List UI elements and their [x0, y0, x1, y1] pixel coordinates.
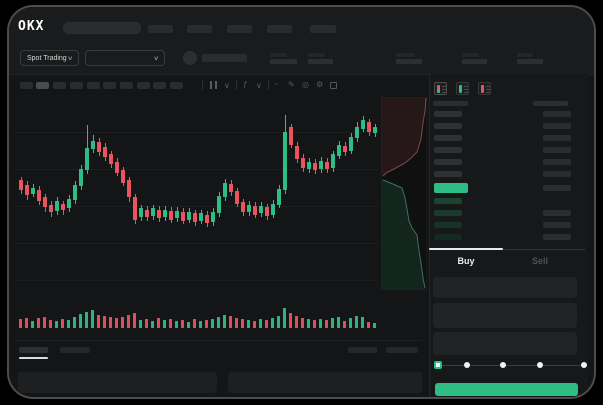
tab-sell[interactable]: Sell	[531, 256, 548, 266]
coin-icon	[183, 51, 197, 65]
book-amount-column-header	[533, 101, 568, 106]
timeframe-button[interactable]	[36, 82, 49, 89]
slider-step-dot[interactable]	[537, 362, 543, 368]
fullscreen-icon[interactable]	[330, 82, 337, 89]
app-window: OKX Spot Trading ∨ ∨	[7, 5, 596, 399]
order-total-field[interactable]	[433, 332, 577, 355]
nav-item[interactable]	[310, 25, 336, 33]
bottom-tab[interactable]	[60, 347, 90, 353]
timeframe-button[interactable]	[103, 82, 116, 89]
book-view-combined-icon[interactable]	[434, 82, 447, 95]
book-view-asks-icon[interactable]	[478, 82, 491, 95]
timeframe-button[interactable]	[53, 82, 66, 89]
header: OKX Spot Trading ∨ ∨	[9, 7, 594, 75]
chevron-down-icon: ∨	[152, 55, 159, 62]
search-input[interactable]	[63, 22, 141, 34]
snapshot-icon[interactable]: ◎	[302, 80, 309, 89]
timeframe-button[interactable]	[20, 82, 33, 89]
gridline	[15, 169, 378, 170]
bottom-panel-right[interactable]	[228, 372, 422, 393]
bottom-tab[interactable]	[19, 347, 48, 353]
order-amount-field[interactable]	[433, 303, 577, 328]
nav-item[interactable]	[227, 25, 252, 33]
bottom-active-tab-indicator	[19, 357, 48, 359]
slider-step-dot[interactable]	[500, 362, 506, 368]
pair-name-placeholder	[202, 54, 247, 62]
buy-submit-button[interactable]	[435, 383, 578, 396]
chevron-down-icon[interactable]: ∨	[256, 81, 262, 90]
chevron-down-icon: ∨	[66, 55, 73, 62]
timeframe-button[interactable]	[153, 82, 166, 89]
indicator-icon[interactable]: ƒ	[243, 80, 248, 89]
market-type-label: Spot Trading	[27, 54, 67, 62]
book-price-column-header	[433, 101, 468, 106]
candle-style-icon[interactable]	[210, 81, 217, 89]
market-type-dropdown[interactable]: Spot Trading ∨	[20, 50, 79, 66]
nav-item[interactable]	[148, 25, 173, 33]
active-tab-indicator	[429, 248, 503, 250]
settings-icon[interactable]: ⚙	[316, 80, 324, 89]
timeframe-button[interactable]	[87, 82, 100, 89]
timeframe-button[interactable]	[120, 82, 133, 89]
order-price-field[interactable]	[433, 277, 577, 298]
gridline	[15, 206, 378, 207]
pair-selector-dropdown[interactable]: ∨	[85, 50, 165, 66]
timeframe-button[interactable]	[70, 82, 83, 89]
timeframe-button[interactable]	[170, 82, 183, 89]
bottom-panel-left[interactable]	[18, 372, 217, 393]
nav-item[interactable]	[267, 25, 292, 33]
okx-logo: OKX	[18, 19, 45, 34]
gridline	[15, 132, 378, 133]
slider-step-dot[interactable]	[464, 362, 470, 368]
nav-item[interactable]	[187, 25, 212, 33]
bottom-tab[interactable]	[348, 347, 377, 353]
gridline	[15, 243, 378, 244]
slider-handle[interactable]	[434, 361, 442, 369]
draw-icon[interactable]: ✎	[288, 80, 295, 89]
chevron-down-icon[interactable]: ∨	[224, 81, 230, 90]
timeframe-button[interactable]	[137, 82, 150, 89]
book-view-bids-icon[interactable]	[456, 82, 469, 95]
tab-buy[interactable]: Buy	[457, 256, 475, 266]
line-type-icon[interactable]: ~	[274, 80, 279, 89]
bottom-tab[interactable]	[386, 347, 418, 353]
slider-step-dot[interactable]	[581, 362, 587, 368]
depth-chart	[381, 97, 427, 290]
gridline	[15, 280, 378, 281]
